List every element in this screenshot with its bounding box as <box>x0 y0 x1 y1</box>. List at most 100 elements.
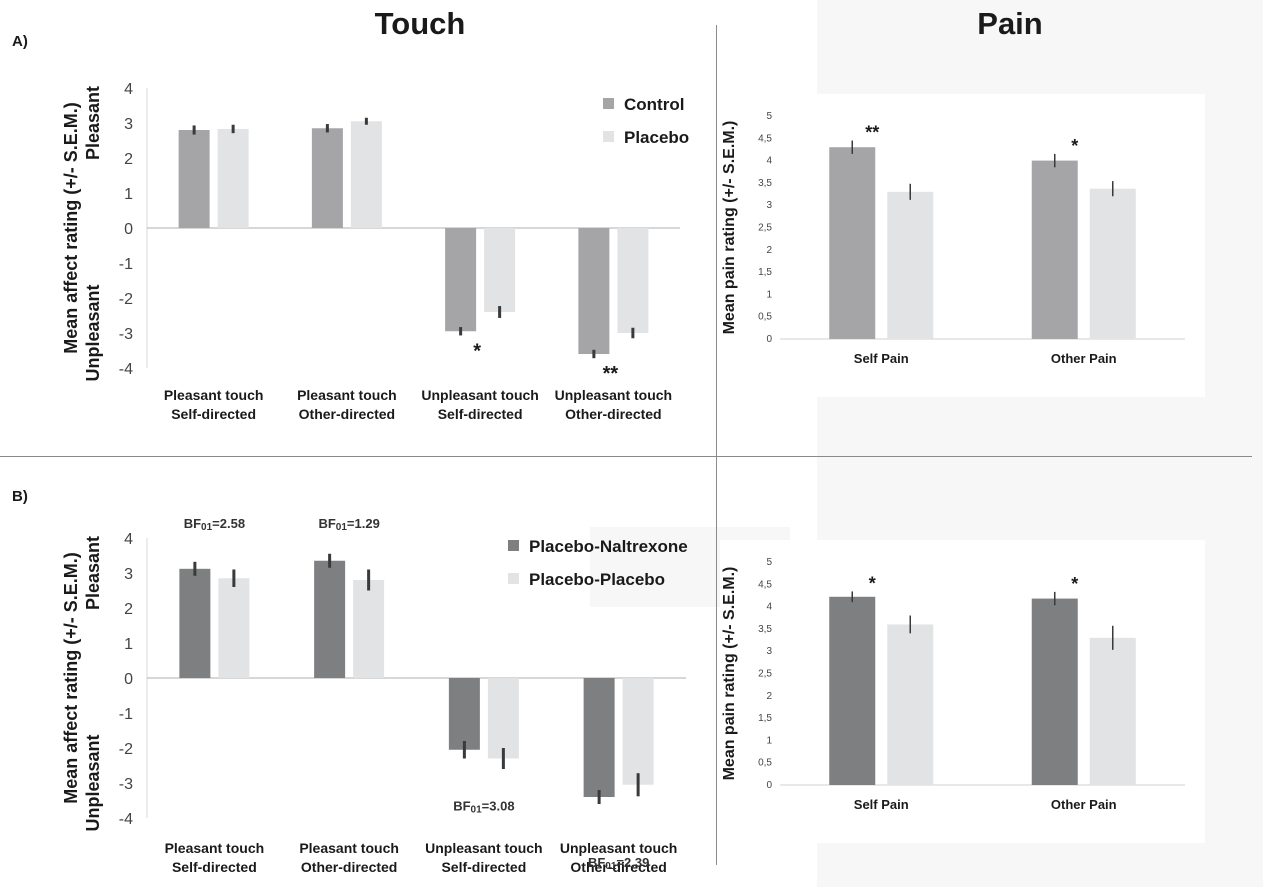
bar <box>311 128 343 228</box>
y-tick-label: 3 <box>124 566 133 583</box>
y-tick-label: 3,5 <box>758 178 772 189</box>
bar <box>218 578 250 678</box>
pain-header: Pain <box>977 6 1043 41</box>
y-tick-label: 3 <box>766 646 772 657</box>
y-tick-label: 0 <box>124 671 133 688</box>
bar <box>445 228 477 332</box>
y-axis-pleasant-label: Pleasant <box>83 86 103 160</box>
y-axis-label: Mean pain rating (+/- S.E.M.) <box>721 567 738 781</box>
panel-label-a: A) <box>12 33 28 50</box>
bar <box>353 580 385 678</box>
bar <box>578 228 610 354</box>
bar <box>1031 160 1078 339</box>
legend-swatch <box>508 540 519 551</box>
y-tick-label: -1 <box>119 256 133 273</box>
x-tick-label: Self Pain <box>854 351 909 366</box>
significance-marker: * <box>869 573 876 593</box>
bar <box>887 624 934 785</box>
x-tick-label: Other-directed <box>565 406 661 422</box>
x-tick-label: Pleasant touch <box>165 840 265 856</box>
significance-marker: * <box>473 340 481 362</box>
legend-label: Placebo-Placebo <box>529 570 665 589</box>
x-tick-label: Unpleasant touch <box>560 840 677 856</box>
bar <box>1031 598 1078 785</box>
y-tick-label: -3 <box>119 776 133 793</box>
bar <box>484 228 516 312</box>
bar <box>887 191 934 339</box>
y-tick-label: -3 <box>119 326 133 343</box>
y-tick-label: 4 <box>766 602 772 613</box>
bayes-factor-label: BF01=3.08 <box>453 799 514 816</box>
x-tick-label: Unpleasant touch <box>555 387 672 403</box>
significance-marker: ** <box>603 363 619 385</box>
y-tick-label: 4,5 <box>758 579 772 590</box>
bar <box>583 678 615 797</box>
x-tick-label: Unpleasant touch <box>421 387 538 403</box>
x-tick-label: Pleasant touch <box>297 387 397 403</box>
legend-label: Control <box>624 95 684 114</box>
x-tick-label: Self-directed <box>171 406 256 422</box>
bar <box>1089 637 1136 785</box>
x-tick-label: Unpleasant touch <box>425 840 542 856</box>
y-tick-label: -4 <box>119 811 133 828</box>
bar <box>622 678 654 785</box>
y-tick-label: 1,5 <box>758 267 772 278</box>
y-tick-label: 0 <box>766 334 772 345</box>
y-tick-label: 5 <box>766 111 772 122</box>
bayes-factor-label: BF01=1.29 <box>318 516 379 533</box>
bar <box>178 130 210 228</box>
y-tick-label: 4 <box>766 156 772 167</box>
touch-header: Touch <box>374 6 466 41</box>
y-tick-label: 4 <box>124 81 133 98</box>
y-axis-label: Mean pain rating (+/- S.E.M.) <box>721 121 738 335</box>
bar <box>829 596 876 785</box>
significance-marker: ** <box>865 123 879 143</box>
y-tick-label: 2 <box>766 691 772 702</box>
y-axis-label: Mean affect rating (+/- S.E.M.) <box>61 552 81 804</box>
y-tick-label: 4 <box>124 531 133 548</box>
bar <box>487 678 519 759</box>
panel-label-b: B) <box>12 488 28 505</box>
bayes-factor-label: BF01=2.39 <box>588 855 649 872</box>
y-tick-label: 2 <box>124 151 133 168</box>
y-tick-label: 1,5 <box>758 713 772 724</box>
x-tick-label: Self Pain <box>854 797 909 812</box>
bar <box>1089 188 1136 339</box>
bar <box>350 121 382 228</box>
significance-marker: * <box>1071 574 1078 594</box>
vertical-divider <box>716 25 717 865</box>
y-tick-label: 1 <box>766 735 772 746</box>
y-tick-label: 0 <box>766 780 772 791</box>
y-tick-label: 1 <box>124 186 133 203</box>
legend-label: Placebo <box>624 128 689 147</box>
y-tick-label: 0,5 <box>758 312 772 323</box>
x-tick-label: Other-directed <box>570 859 666 875</box>
x-tick-label: Other-directed <box>301 859 397 875</box>
legend-swatch <box>603 131 614 142</box>
horizontal-divider <box>0 456 1252 457</box>
bar <box>829 147 876 339</box>
x-tick-label: Other Pain <box>1051 351 1117 366</box>
legend-label: Placebo-Naltrexone <box>529 537 688 556</box>
y-axis-pleasant-label: Pleasant <box>83 536 103 610</box>
bar <box>448 678 480 750</box>
y-tick-label: 3 <box>124 116 133 133</box>
y-tick-label: 3,5 <box>758 624 772 635</box>
y-axis-unpleasant-label: Unpleasant <box>83 734 103 831</box>
y-tick-label: -1 <box>119 706 133 723</box>
y-tick-label: 0,5 <box>758 758 772 769</box>
y-tick-label: 2 <box>124 601 133 618</box>
y-tick-label: 5 <box>766 557 772 568</box>
x-tick-label: Pleasant touch <box>299 840 399 856</box>
y-axis-unpleasant-label: Unpleasant <box>83 284 103 381</box>
bar <box>179 568 211 678</box>
x-tick-label: Self-directed <box>438 406 523 422</box>
x-tick-label: Self-directed <box>441 859 526 875</box>
bar <box>314 560 346 678</box>
y-tick-label: -2 <box>119 291 133 308</box>
y-tick-label: -4 <box>119 361 133 378</box>
y-tick-label: 2 <box>766 245 772 256</box>
